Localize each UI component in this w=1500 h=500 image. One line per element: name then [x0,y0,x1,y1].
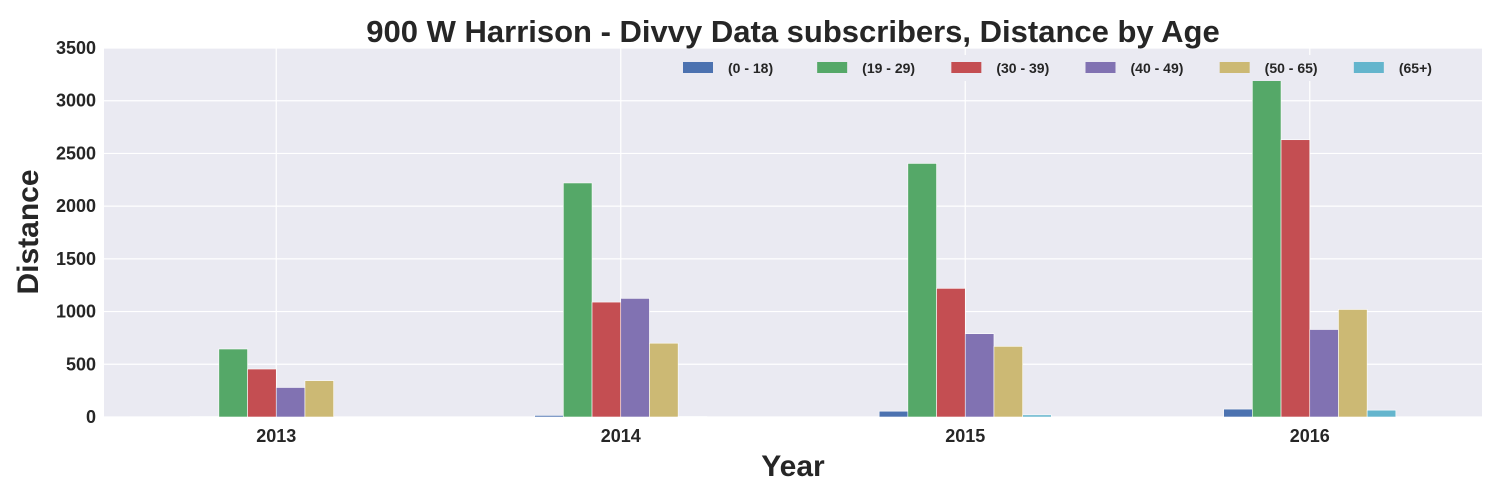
legend-swatch [817,62,848,73]
bar [1280,139,1311,418]
y-tick-label: 0 [86,407,96,427]
y-tick-labels: 0 500 1000 1500 2000 2500 3000 3500 [56,38,96,427]
legend-entry: (65+) [1399,60,1432,76]
bar [189,416,220,418]
bar [247,368,277,418]
x-tick-labels: 2013 2014 2015 2016 [256,426,1330,446]
x-tick-label: 2016 [1290,426,1330,446]
chart-title: 900 W Harrison - Divvy Data subscribers,… [366,14,1219,49]
bar [677,416,708,418]
legend-swatch [683,62,713,73]
legend-entry: (0 - 18) [728,60,773,76]
y-tick-label: 1500 [56,249,96,269]
bar [907,163,937,418]
bar [591,301,622,418]
bar [649,342,679,418]
bar [1252,80,1282,418]
x-tick-label: 2015 [945,426,985,446]
bar [620,298,650,418]
legend-swatch [951,62,982,73]
y-tick-label: 3000 [56,91,96,111]
legend-entry: (50 - 65) [1265,60,1318,76]
legend-entry: (30 - 39) [996,60,1049,76]
bar [993,346,1023,418]
y-tick-label: 500 [66,354,96,374]
y-tick-label: 1000 [56,302,96,322]
bar [1223,408,1253,418]
legend-entry: (19 - 29) [862,60,915,76]
y-tick-label: 2000 [56,196,96,216]
x-tick-label: 2014 [601,426,641,446]
legend-entry: (40 - 49) [1131,60,1184,76]
bars [189,80,1397,418]
legend-swatch [1085,62,1116,73]
bar [304,380,334,418]
bar [563,182,593,418]
bar [218,348,248,418]
legend-swatch [1353,62,1384,73]
x-axis-label: Year [761,450,825,483]
bar [1309,329,1339,418]
bar [1022,414,1052,418]
bar [878,410,909,418]
bar [964,333,995,418]
x-tick-label: 2013 [256,426,296,446]
y-tick-label: 3500 [56,38,96,58]
bar [1366,409,1397,418]
bar [1338,309,1368,418]
y-axis-label: Distance [12,169,45,294]
y-tick-label: 2500 [56,143,96,163]
legend-box [673,55,1478,81]
legend-swatch [1219,62,1250,73]
bar [534,415,564,418]
bar [275,387,306,418]
legend: (0 - 18) (19 - 29) (30 - 39) (40 - 49) (50 -… [673,55,1478,81]
bar [936,288,966,418]
